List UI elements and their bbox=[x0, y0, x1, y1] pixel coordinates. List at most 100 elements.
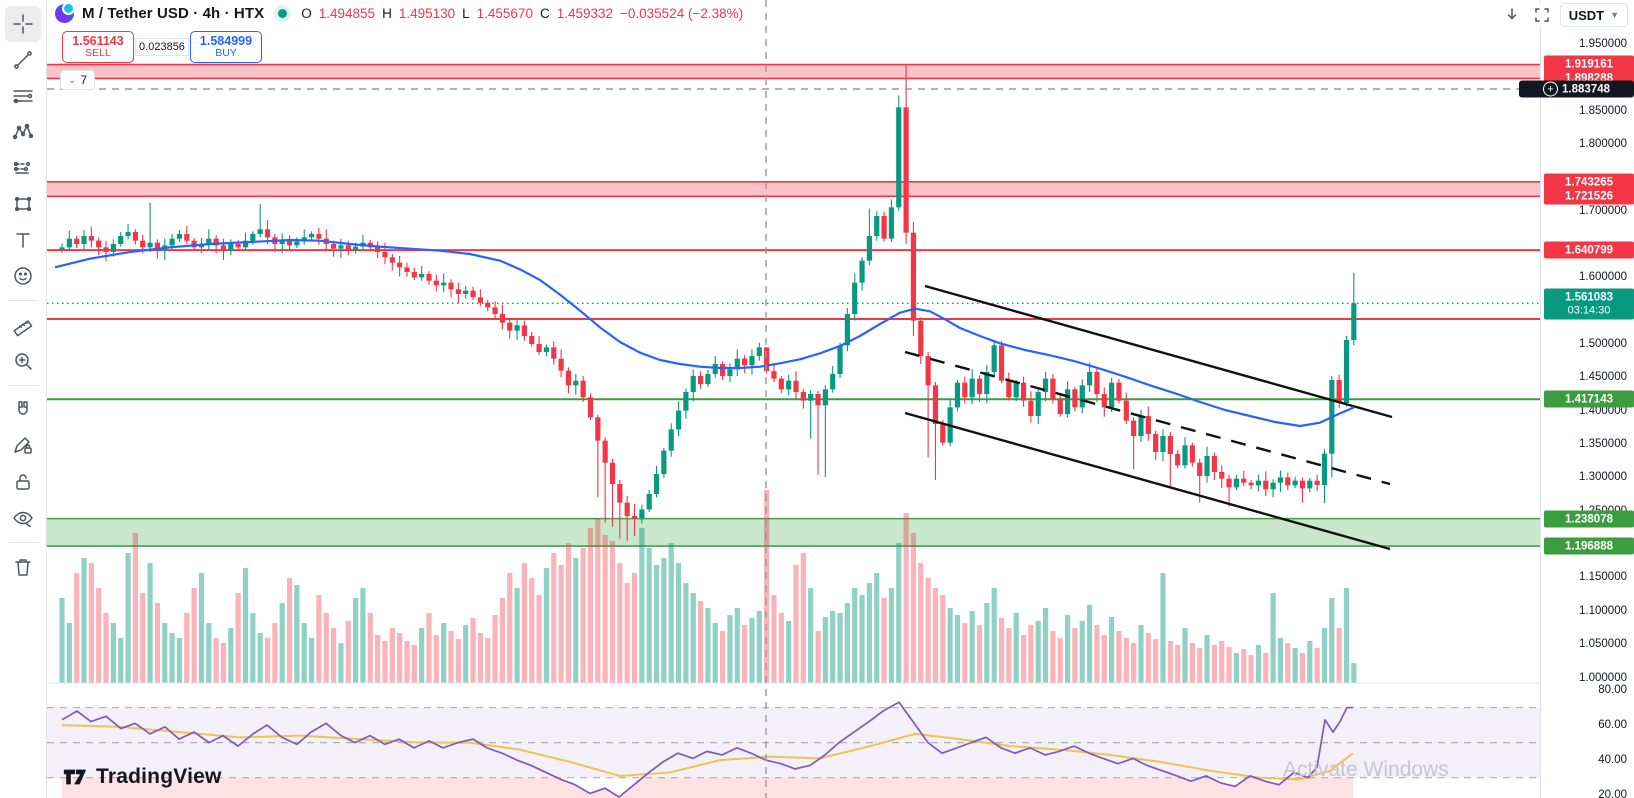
candle bbox=[888, 207, 895, 239]
price-chart[interactable] bbox=[47, 0, 1634, 798]
volume-bar bbox=[103, 613, 109, 683]
candle bbox=[969, 378, 975, 398]
volume-bar bbox=[1263, 653, 1269, 683]
price-tick: 1.450000 bbox=[1579, 371, 1627, 383]
add-alert-plus-icon[interactable]: + bbox=[1543, 81, 1559, 97]
tradingview-logo[interactable]: TradingView bbox=[62, 764, 222, 790]
ruler-tool-icon[interactable] bbox=[5, 307, 41, 343]
rsi-line[interactable] bbox=[61, 701, 1353, 798]
zoom-in-tool-icon[interactable] bbox=[5, 343, 41, 379]
candle bbox=[316, 234, 322, 239]
candle bbox=[764, 347, 770, 372]
volume-bar bbox=[316, 595, 322, 683]
volume-bar bbox=[1219, 641, 1225, 683]
volume-bar bbox=[624, 583, 630, 683]
volume-bar bbox=[808, 588, 814, 683]
candle bbox=[1292, 480, 1298, 486]
drawing-mode-icon[interactable] bbox=[5, 428, 41, 464]
volume-bar bbox=[991, 588, 997, 683]
candle bbox=[1189, 445, 1195, 463]
candle bbox=[1197, 462, 1203, 476]
volume-bar bbox=[940, 595, 946, 683]
price-tick: 1.700000 bbox=[1579, 205, 1627, 217]
lock-drawings-icon[interactable] bbox=[5, 464, 41, 500]
badge-price: 1.238078 bbox=[1565, 513, 1613, 525]
candle bbox=[683, 392, 689, 411]
channel-lower-line[interactable] bbox=[904, 411, 1391, 551]
candle bbox=[822, 389, 828, 406]
volume-bar bbox=[411, 645, 417, 683]
candle bbox=[389, 257, 395, 263]
badge-price: 1.196888 bbox=[1565, 540, 1613, 552]
candle bbox=[844, 314, 850, 346]
candle bbox=[639, 509, 645, 519]
horizontal-lines-tool-icon[interactable] bbox=[5, 78, 41, 114]
candle bbox=[1204, 456, 1210, 476]
volume-bar bbox=[1042, 608, 1049, 683]
candle bbox=[1035, 392, 1041, 416]
candle bbox=[580, 380, 586, 398]
volume-bar bbox=[720, 631, 726, 683]
volume-bar bbox=[1175, 645, 1181, 683]
channel-upper-line[interactable] bbox=[924, 284, 1393, 419]
hide-drawings-icon[interactable] bbox=[5, 500, 41, 536]
close-label: C bbox=[539, 6, 550, 21]
volume-bar bbox=[514, 588, 520, 683]
text-tool-icon[interactable] bbox=[5, 222, 41, 258]
download-icon[interactable] bbox=[1499, 3, 1524, 27]
candle bbox=[734, 358, 740, 370]
volume-bar bbox=[257, 633, 263, 683]
price-tick: 1.150000 bbox=[1579, 571, 1627, 583]
legend-collapse-button[interactable]: ⌄ 7 bbox=[60, 70, 96, 90]
candle bbox=[169, 238, 175, 246]
trend-line-icon[interactable] bbox=[5, 42, 41, 78]
candle bbox=[147, 242, 153, 248]
volume-bar bbox=[1013, 613, 1019, 683]
forecast-tool-icon[interactable] bbox=[5, 150, 41, 186]
buy-button[interactable]: 1.584999 BUY bbox=[190, 31, 262, 63]
volume-bar bbox=[558, 565, 564, 683]
candle bbox=[1285, 477, 1291, 486]
emoji-tool-icon[interactable] bbox=[5, 258, 41, 294]
candle bbox=[1263, 480, 1269, 490]
volume-bar bbox=[1204, 635, 1210, 683]
volume-bar bbox=[1050, 631, 1056, 683]
symbol-title[interactable]: M / Tether USD · 4h · HTX bbox=[82, 5, 265, 22]
volume-bar bbox=[521, 563, 528, 683]
candle bbox=[1167, 436, 1173, 454]
crosshair-price-badge[interactable]: +1.883748 bbox=[1519, 80, 1634, 98]
delete-drawings-icon[interactable] bbox=[5, 549, 41, 585]
sell-button[interactable]: 1.561143 SELL bbox=[62, 31, 134, 63]
fullscreen-icon[interactable] bbox=[1529, 3, 1554, 27]
ma-line[interactable] bbox=[54, 238, 1355, 428]
buy-price: 1.584999 bbox=[199, 33, 253, 48]
volume-bar bbox=[1277, 638, 1284, 683]
candle bbox=[220, 245, 227, 251]
channel-middle-line[interactable] bbox=[904, 350, 1391, 486]
price-axis[interactable]: 1.950000 1.850000 1.800000 1.700000 1.600000… bbox=[1519, 0, 1634, 798]
supply-zone-mid[interactable] bbox=[47, 181, 1540, 197]
volume-bar bbox=[81, 558, 87, 683]
supply-zone-top[interactable] bbox=[47, 64, 1540, 79]
candle bbox=[81, 236, 87, 244]
xabcd-pattern-icon[interactable] bbox=[5, 114, 41, 150]
rectangle-tool-icon[interactable] bbox=[5, 186, 41, 222]
currency-selector[interactable]: USDT ▼ bbox=[1559, 3, 1628, 27]
candle bbox=[881, 216, 887, 239]
volume-bar bbox=[1116, 631, 1122, 683]
volume-bar bbox=[198, 573, 205, 683]
magnet-tool-icon[interactable] bbox=[5, 392, 41, 428]
candle bbox=[154, 242, 161, 251]
volume-bar bbox=[1006, 628, 1012, 683]
candle bbox=[206, 238, 212, 244]
candle bbox=[419, 274, 425, 278]
candle bbox=[1072, 389, 1078, 408]
crosshair-tool-icon[interactable] bbox=[5, 6, 41, 42]
tradingview-logo-text: TradingView bbox=[96, 765, 222, 788]
candle bbox=[668, 429, 674, 451]
volume-bar bbox=[653, 565, 660, 683]
volume-bar bbox=[353, 598, 359, 683]
demand-zone-low[interactable] bbox=[47, 518, 1540, 547]
volume-bar bbox=[235, 593, 241, 683]
candle bbox=[140, 240, 146, 248]
